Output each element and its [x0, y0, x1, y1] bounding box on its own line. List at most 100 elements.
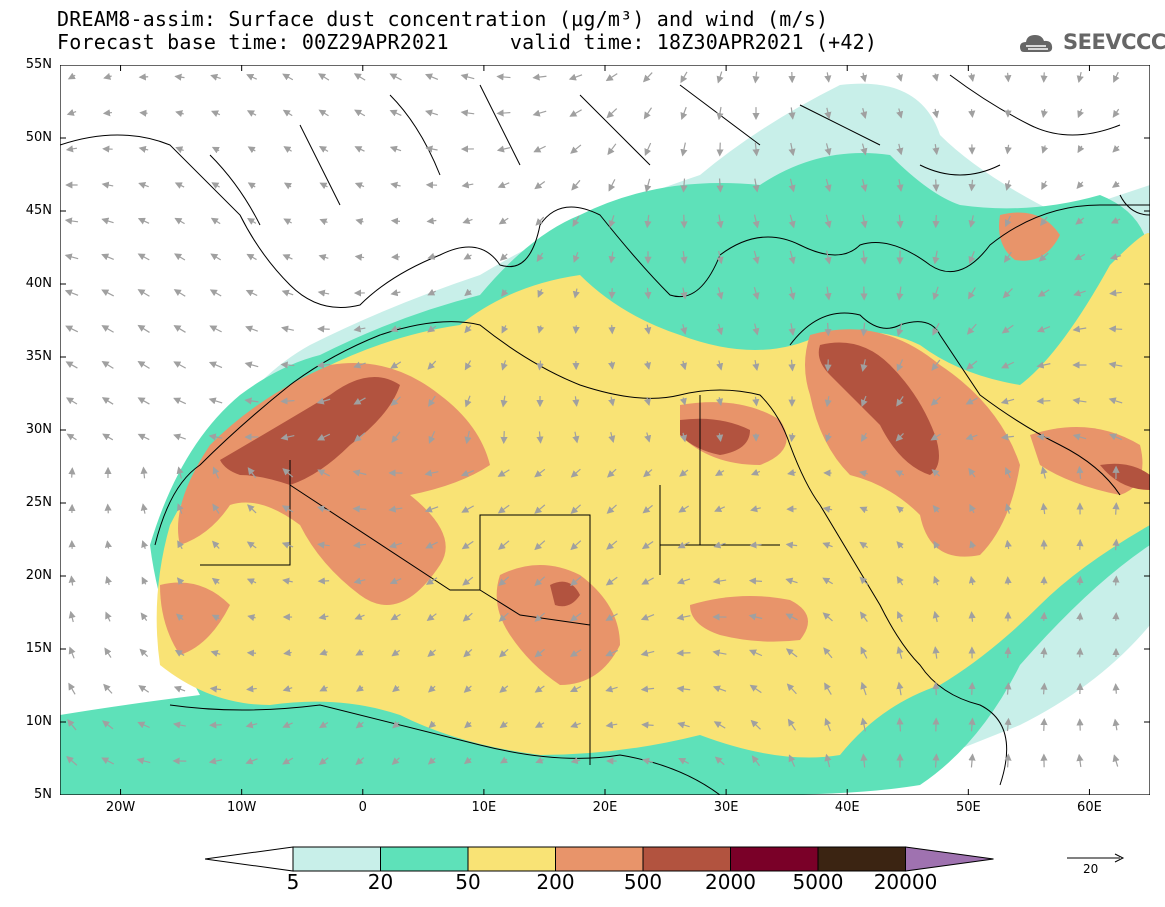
wind-arrow [104, 540, 112, 549]
wind-arrow [752, 214, 760, 229]
wind-arrow [606, 468, 617, 478]
wind-arrow [788, 214, 796, 229]
wind-arrow [1076, 612, 1084, 621]
colorbar-segment [380, 846, 469, 872]
colorbar-segment [555, 846, 644, 872]
wind-arrow [824, 143, 832, 156]
wind-arrow [608, 396, 616, 407]
wind-arrow [822, 577, 834, 585]
wind-arrow [212, 466, 220, 479]
wind-arrow [247, 614, 256, 622]
wind-arrow [896, 575, 904, 586]
wind-arrow [787, 718, 797, 731]
wind-arrow [824, 178, 832, 193]
wind-arrow [641, 541, 654, 550]
wind-arrow [716, 360, 724, 371]
wind-arrow [498, 612, 509, 622]
wind-arrow [931, 73, 939, 82]
wind-arrow [426, 217, 437, 225]
wind-arrow [788, 323, 796, 336]
wind-arrow [461, 181, 474, 189]
wind-arrow [896, 646, 904, 659]
wind-arrow [534, 576, 546, 587]
wind-arrow [932, 646, 940, 659]
wind-arrow [1112, 502, 1120, 515]
wind-arrow [1072, 325, 1087, 333]
wind-arrow [786, 683, 797, 695]
wind-arrow [608, 361, 616, 370]
wind-arrow [461, 505, 474, 513]
wind-arrow [428, 685, 436, 693]
wind-arrow [968, 109, 976, 119]
wind-arrow [680, 142, 688, 157]
wind-arrow [462, 576, 474, 586]
wind-arrow [606, 108, 618, 119]
wind-arrow [858, 469, 868, 477]
wind-arrow [1004, 144, 1012, 155]
logo-text: SEEVCCC [1063, 30, 1165, 54]
wind-arrow [318, 73, 330, 81]
wind-arrow [211, 577, 220, 586]
wind-arrow [319, 182, 328, 190]
wind-arrow [497, 504, 510, 514]
wind-arrow [569, 649, 582, 657]
dust-map[interactable] [60, 65, 1150, 795]
colorbar [205, 846, 994, 872]
wind-arrow [678, 758, 690, 765]
wind-arrow [316, 361, 331, 369]
wind-arrow [824, 322, 832, 337]
wind-arrow [388, 541, 403, 549]
wind-arrow [318, 757, 329, 765]
wind-arrow [280, 325, 294, 333]
wind-arrow [896, 506, 905, 514]
wind-arrow [1004, 646, 1012, 659]
wind-arrow [860, 717, 868, 732]
wind-arrow [644, 324, 652, 335]
wind-arrow [1111, 180, 1120, 188]
wind-arrow [281, 505, 294, 513]
wind-arrow [1002, 288, 1013, 299]
wind-arrow [208, 757, 223, 765]
wind-arrow [137, 433, 150, 441]
wind-arrow [1040, 682, 1048, 695]
wind-arrow [750, 505, 761, 513]
lat-tick-label: 10N [25, 714, 52, 729]
lat-tick-label: 25N [25, 495, 52, 510]
wind-arrow [930, 396, 941, 406]
wind-arrow [1076, 753, 1084, 768]
wind-arrow [570, 757, 581, 765]
wind-arrow [1112, 575, 1120, 586]
colorbar-label: 20000 [873, 870, 938, 894]
wind-arrow [968, 73, 976, 82]
wind-arrow [352, 541, 366, 549]
wind-arrow [532, 109, 547, 117]
wind-arrow [427, 252, 436, 260]
wind-arrow [824, 214, 832, 229]
wind-arrow [247, 467, 257, 479]
arrow-right-icon [1067, 853, 1125, 863]
wind-arrow [785, 613, 798, 621]
wind-arrow [173, 289, 186, 297]
wind-arrow [1036, 361, 1051, 369]
wind-arrow [752, 142, 760, 157]
wind-arrow [140, 503, 148, 514]
wind-arrow [463, 649, 473, 658]
wind-arrow [1076, 575, 1084, 586]
wind-arrow [534, 612, 546, 622]
wind-arrow [391, 649, 401, 657]
wind-arrow [208, 361, 223, 369]
wind-arrow [1110, 217, 1121, 224]
wind-arrow [642, 504, 653, 514]
lon-tick-label: 0 [358, 800, 367, 815]
wind-arrow [101, 325, 114, 333]
wind-arrow [644, 178, 652, 193]
wind-arrow [500, 395, 508, 408]
wind-arrow [714, 756, 725, 766]
wind-arrow [895, 470, 905, 477]
wind-arrow [101, 217, 114, 225]
wind-arrow [391, 431, 401, 444]
wind-arrow [283, 146, 292, 153]
wind-arrow [785, 577, 798, 585]
wind-arrow [968, 753, 976, 768]
wind-arrow [140, 466, 148, 479]
